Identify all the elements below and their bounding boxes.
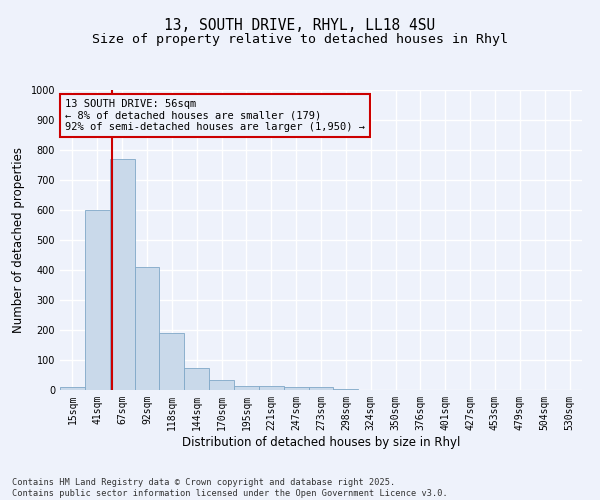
Bar [308,387,334,390]
Bar [60,387,85,390]
Text: 13, SOUTH DRIVE, RHYL, LL18 4SU: 13, SOUTH DRIVE, RHYL, LL18 4SU [164,18,436,32]
Text: Size of property relative to detached houses in Rhyl: Size of property relative to detached ho… [92,32,508,46]
X-axis label: Distribution of detached houses by size in Rhyl: Distribution of detached houses by size … [182,436,460,448]
Bar [110,159,134,390]
Bar [259,386,284,390]
Bar [284,387,308,390]
Bar [134,267,160,390]
Bar [160,333,184,390]
Text: 13 SOUTH DRIVE: 56sqm
← 8% of detached houses are smaller (179)
92% of semi-deta: 13 SOUTH DRIVE: 56sqm ← 8% of detached h… [65,99,365,132]
Bar [184,368,209,390]
Bar [234,386,259,390]
Text: Contains HM Land Registry data © Crown copyright and database right 2025.
Contai: Contains HM Land Registry data © Crown c… [12,478,448,498]
Y-axis label: Number of detached properties: Number of detached properties [12,147,25,333]
Bar [85,210,110,390]
Bar [334,388,358,390]
Bar [209,380,234,390]
